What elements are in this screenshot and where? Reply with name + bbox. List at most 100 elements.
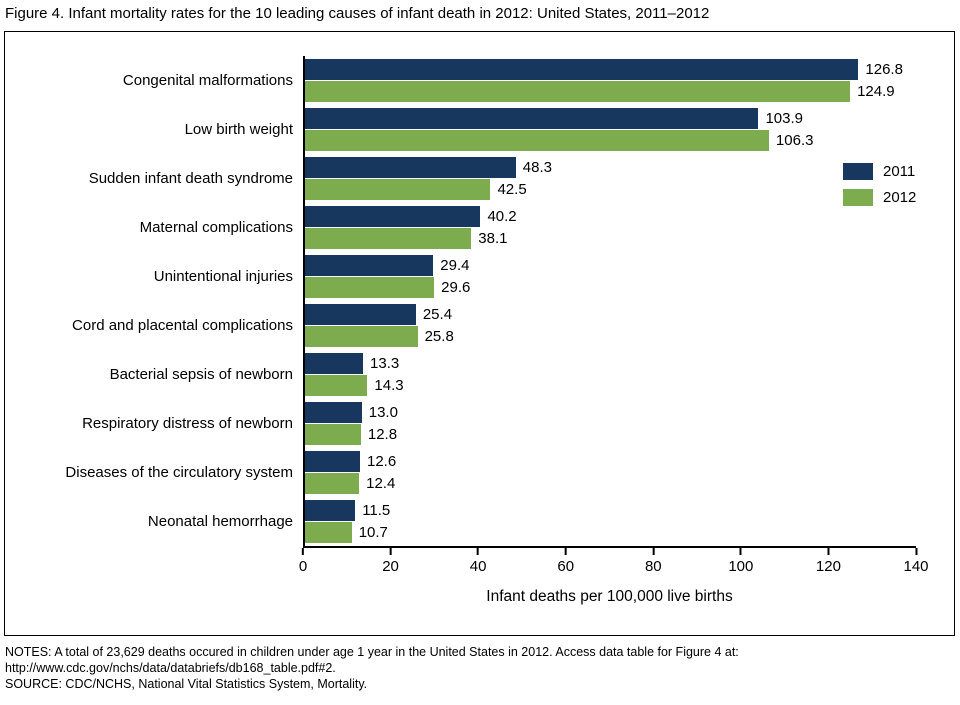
bar-value-label: 106.3 — [775, 132, 814, 149]
bar-2011 — [305, 108, 759, 129]
tick-mark — [477, 548, 480, 555]
bar-2012 — [305, 277, 435, 298]
tick-mark — [739, 548, 742, 555]
x-axis: 0 20 40 60 80 100 120 140 — [299, 546, 929, 576]
bar-group: 13.3 14.3 — [303, 350, 916, 399]
bar-2012 — [305, 228, 472, 249]
bar-2011 — [305, 402, 362, 423]
figure-title: Figure 4. Infant mortality rates for the… — [5, 5, 710, 22]
x-axis-tick: 60 — [557, 548, 574, 575]
bar-2011 — [305, 255, 434, 276]
bar-track-2011: 12.6 — [305, 451, 916, 472]
x-axis-title: Infant deaths per 100,000 live births — [486, 588, 733, 605]
bar-value-label: 10.7 — [358, 524, 388, 541]
bar-2012 — [305, 522, 352, 543]
tick-label: 140 — [903, 558, 929, 575]
chart-row: Unintentional injuries 29.4 29.6 — [5, 252, 954, 301]
footnotes: NOTES: A total of 23,629 deaths occured … — [5, 644, 955, 692]
bar-track-2012: 106.3 — [305, 130, 916, 151]
tick-mark — [302, 548, 304, 555]
category-label: Respiratory distress of newborn — [82, 415, 293, 432]
bar-group: 13.0 12.8 — [303, 399, 916, 448]
tick-mark — [652, 548, 655, 555]
x-axis-tick: 100 — [728, 548, 753, 575]
bar-value-label: 48.3 — [522, 159, 552, 176]
x-axis-tick: 40 — [469, 548, 487, 575]
bar-2012 — [305, 375, 368, 396]
bar-2012 — [305, 130, 769, 151]
tick-label: 100 — [728, 558, 754, 575]
bar-value-label: 12.4 — [366, 475, 396, 492]
bar-2011 — [305, 304, 416, 325]
tick-label: 120 — [815, 558, 841, 575]
x-axis-tick: 120 — [816, 548, 841, 575]
bar-track-2012: 10.7 — [305, 522, 916, 543]
bar-value-label: 126.8 — [865, 61, 903, 78]
bar-value-label: 25.8 — [424, 328, 454, 345]
bar-track-2011: 40.2 — [305, 206, 916, 227]
chart-row: Neonatal hemorrhage 11.5 10.7 — [5, 497, 954, 546]
notes-line-3: SOURCE: CDC/NCHS, National Vital Statist… — [5, 677, 368, 691]
bar-track-2012: 25.8 — [305, 326, 916, 347]
category-label: Sudden infant death syndrome — [88, 170, 293, 187]
bar-value-label: 103.9 — [765, 110, 803, 127]
tick-mark — [915, 548, 917, 555]
bar-track-2012: 42.5 — [305, 179, 916, 200]
chart-area: Congenital malformations 126.8 124.9 Low bi… — [4, 31, 955, 636]
chart-row: Low birth weight 103.9 106.3 — [5, 105, 954, 154]
legend-swatch-2012 — [843, 189, 873, 206]
bar-rows: Congenital malformations 126.8 124.9 Low bi… — [5, 56, 954, 546]
bar-value-label: 29.6 — [441, 279, 471, 296]
bar-value-label: 12.6 — [366, 453, 397, 470]
tick-label: 20 — [382, 558, 399, 575]
tick-mark — [564, 548, 567, 555]
chart-row: Sudden infant death syndrome 48.3 42.5 — [5, 154, 954, 203]
bar-track-2012: 38.1 — [305, 228, 916, 249]
bar-value-label: 13.3 — [370, 355, 400, 372]
category-label: Congenital malformations — [122, 72, 293, 89]
legend-label-2011: 2011 — [883, 163, 916, 180]
bar-track-2012: 12.4 — [305, 473, 916, 494]
tick-label: 0 — [298, 558, 308, 575]
chart-row: Bacterial sepsis of newborn 13.3 14.3 — [5, 350, 954, 399]
notes-line-2: http://www.cdc.gov/nchs/data/databriefs/… — [5, 661, 336, 675]
bar-value-label: 11.5 — [362, 502, 391, 519]
category-label: Low birth weight — [184, 121, 293, 138]
bar-value-label: 13.0 — [368, 404, 398, 421]
bar-2011 — [305, 353, 364, 374]
tick-label: 40 — [469, 558, 487, 575]
bar-2011 — [305, 451, 360, 472]
bar-2012 — [305, 179, 491, 200]
bar-value-label: 25.4 — [422, 306, 453, 323]
bar-track-2011: 13.0 — [305, 402, 916, 423]
bar-group: 40.2 38.1 — [303, 203, 916, 252]
bar-track-2011: 126.8 — [305, 59, 916, 80]
bar-group: 11.5 10.7 — [303, 497, 916, 546]
bar-value-label: 29.4 — [440, 257, 470, 274]
bar-value-label: 38.1 — [478, 230, 508, 247]
bar-2012 — [305, 326, 418, 347]
bar-2012 — [305, 424, 361, 445]
tick-label: 60 — [557, 558, 575, 575]
bar-2012 — [305, 473, 360, 494]
category-label: Unintentional injuries — [153, 268, 293, 285]
tick-mark — [827, 548, 830, 555]
bar-track-2011: 11.5 — [305, 500, 916, 521]
legend: 2011 2012 — [843, 163, 916, 206]
bar-track-2011: 103.9 — [305, 108, 916, 129]
bar-value-label: 12.8 — [367, 426, 398, 443]
category-label: Cord and placental complications — [72, 317, 293, 334]
chart-row: Respiratory distress of newborn 13.0 12.8 — [5, 399, 954, 448]
bar-group: 25.4 25.8 — [303, 301, 916, 350]
bar-track-2011: 13.3 — [305, 353, 916, 374]
bar-track-2012: 29.6 — [305, 277, 916, 298]
legend-item-2011: 2011 — [843, 163, 916, 180]
bar-2011 — [305, 59, 859, 80]
category-label: Neonatal hemorrhage — [147, 513, 293, 530]
bar-track-2012: 124.9 — [305, 81, 916, 102]
bar-group: 103.9 106.3 — [303, 105, 916, 154]
tick-label: 80 — [644, 558, 662, 575]
legend-swatch-2011 — [843, 163, 873, 180]
bar-group: 126.8 124.9 — [303, 56, 916, 105]
